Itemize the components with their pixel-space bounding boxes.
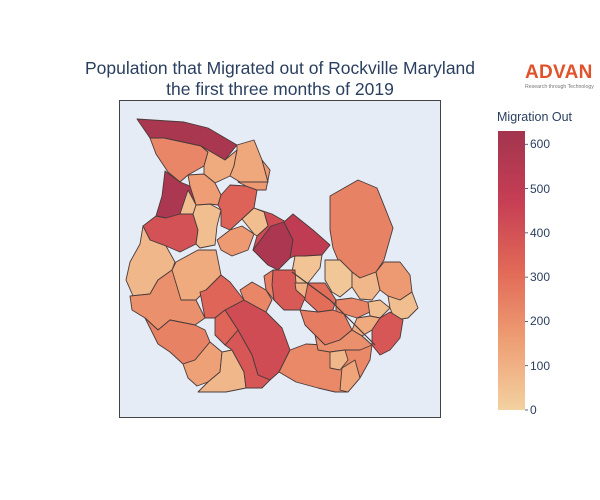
colorbar-title: Migration Out <box>497 110 573 124</box>
map-region[interactable] <box>291 254 323 284</box>
map-region[interactable] <box>216 225 255 257</box>
colorbar-tick-label: 0 <box>530 403 537 417</box>
map-region[interactable] <box>351 271 381 301</box>
colorbar-tick-label: 500 <box>530 181 551 196</box>
map-region[interactable] <box>237 159 271 191</box>
map-region[interactable] <box>375 261 413 301</box>
map-region[interactable] <box>239 281 273 313</box>
map-region[interactable] <box>241 207 269 237</box>
map-region[interactable] <box>179 189 197 215</box>
colorbar-tick-label: 600 <box>530 137 551 152</box>
map-region[interactable] <box>371 311 404 356</box>
logo-wordmark: ADVAN <box>525 62 593 83</box>
map-region[interactable] <box>192 203 222 249</box>
map-region[interactable] <box>144 317 211 365</box>
colorbar-tick-label: 300 <box>530 270 551 285</box>
logo-tagline: Research through Technology <box>525 84 594 90</box>
map-region[interactable] <box>283 213 331 259</box>
map-region[interactable] <box>224 329 271 389</box>
map-road-line <box>291 271 376 346</box>
map-region[interactable] <box>387 291 419 321</box>
map-region[interactable] <box>149 137 209 183</box>
map-region[interactable] <box>324 259 353 298</box>
chart-title-line-2: the first three months of 2019 <box>166 79 394 99</box>
colorbar-tick-label: 400 <box>530 225 551 240</box>
colorbar-tick-label: 100 <box>530 358 551 373</box>
colorbar <box>498 131 525 410</box>
map-region[interactable] <box>263 269 275 301</box>
map-region[interactable] <box>314 329 373 353</box>
map-region[interactable] <box>214 309 239 346</box>
map-region[interactable] <box>329 349 349 371</box>
map-region[interactable] <box>200 145 238 184</box>
map-region[interactable] <box>339 359 361 393</box>
map-region[interactable] <box>294 282 309 299</box>
advan-logo: ADVAN Research through Technology <box>525 62 597 91</box>
chart-title: Population that Migrated out of Rockvill… <box>40 58 520 100</box>
chart-title-line-1: Population that Migrated out of Rockvill… <box>84 58 476 78</box>
colorbar-tick-label: 200 <box>530 314 551 329</box>
map-region[interactable] <box>367 299 391 319</box>
